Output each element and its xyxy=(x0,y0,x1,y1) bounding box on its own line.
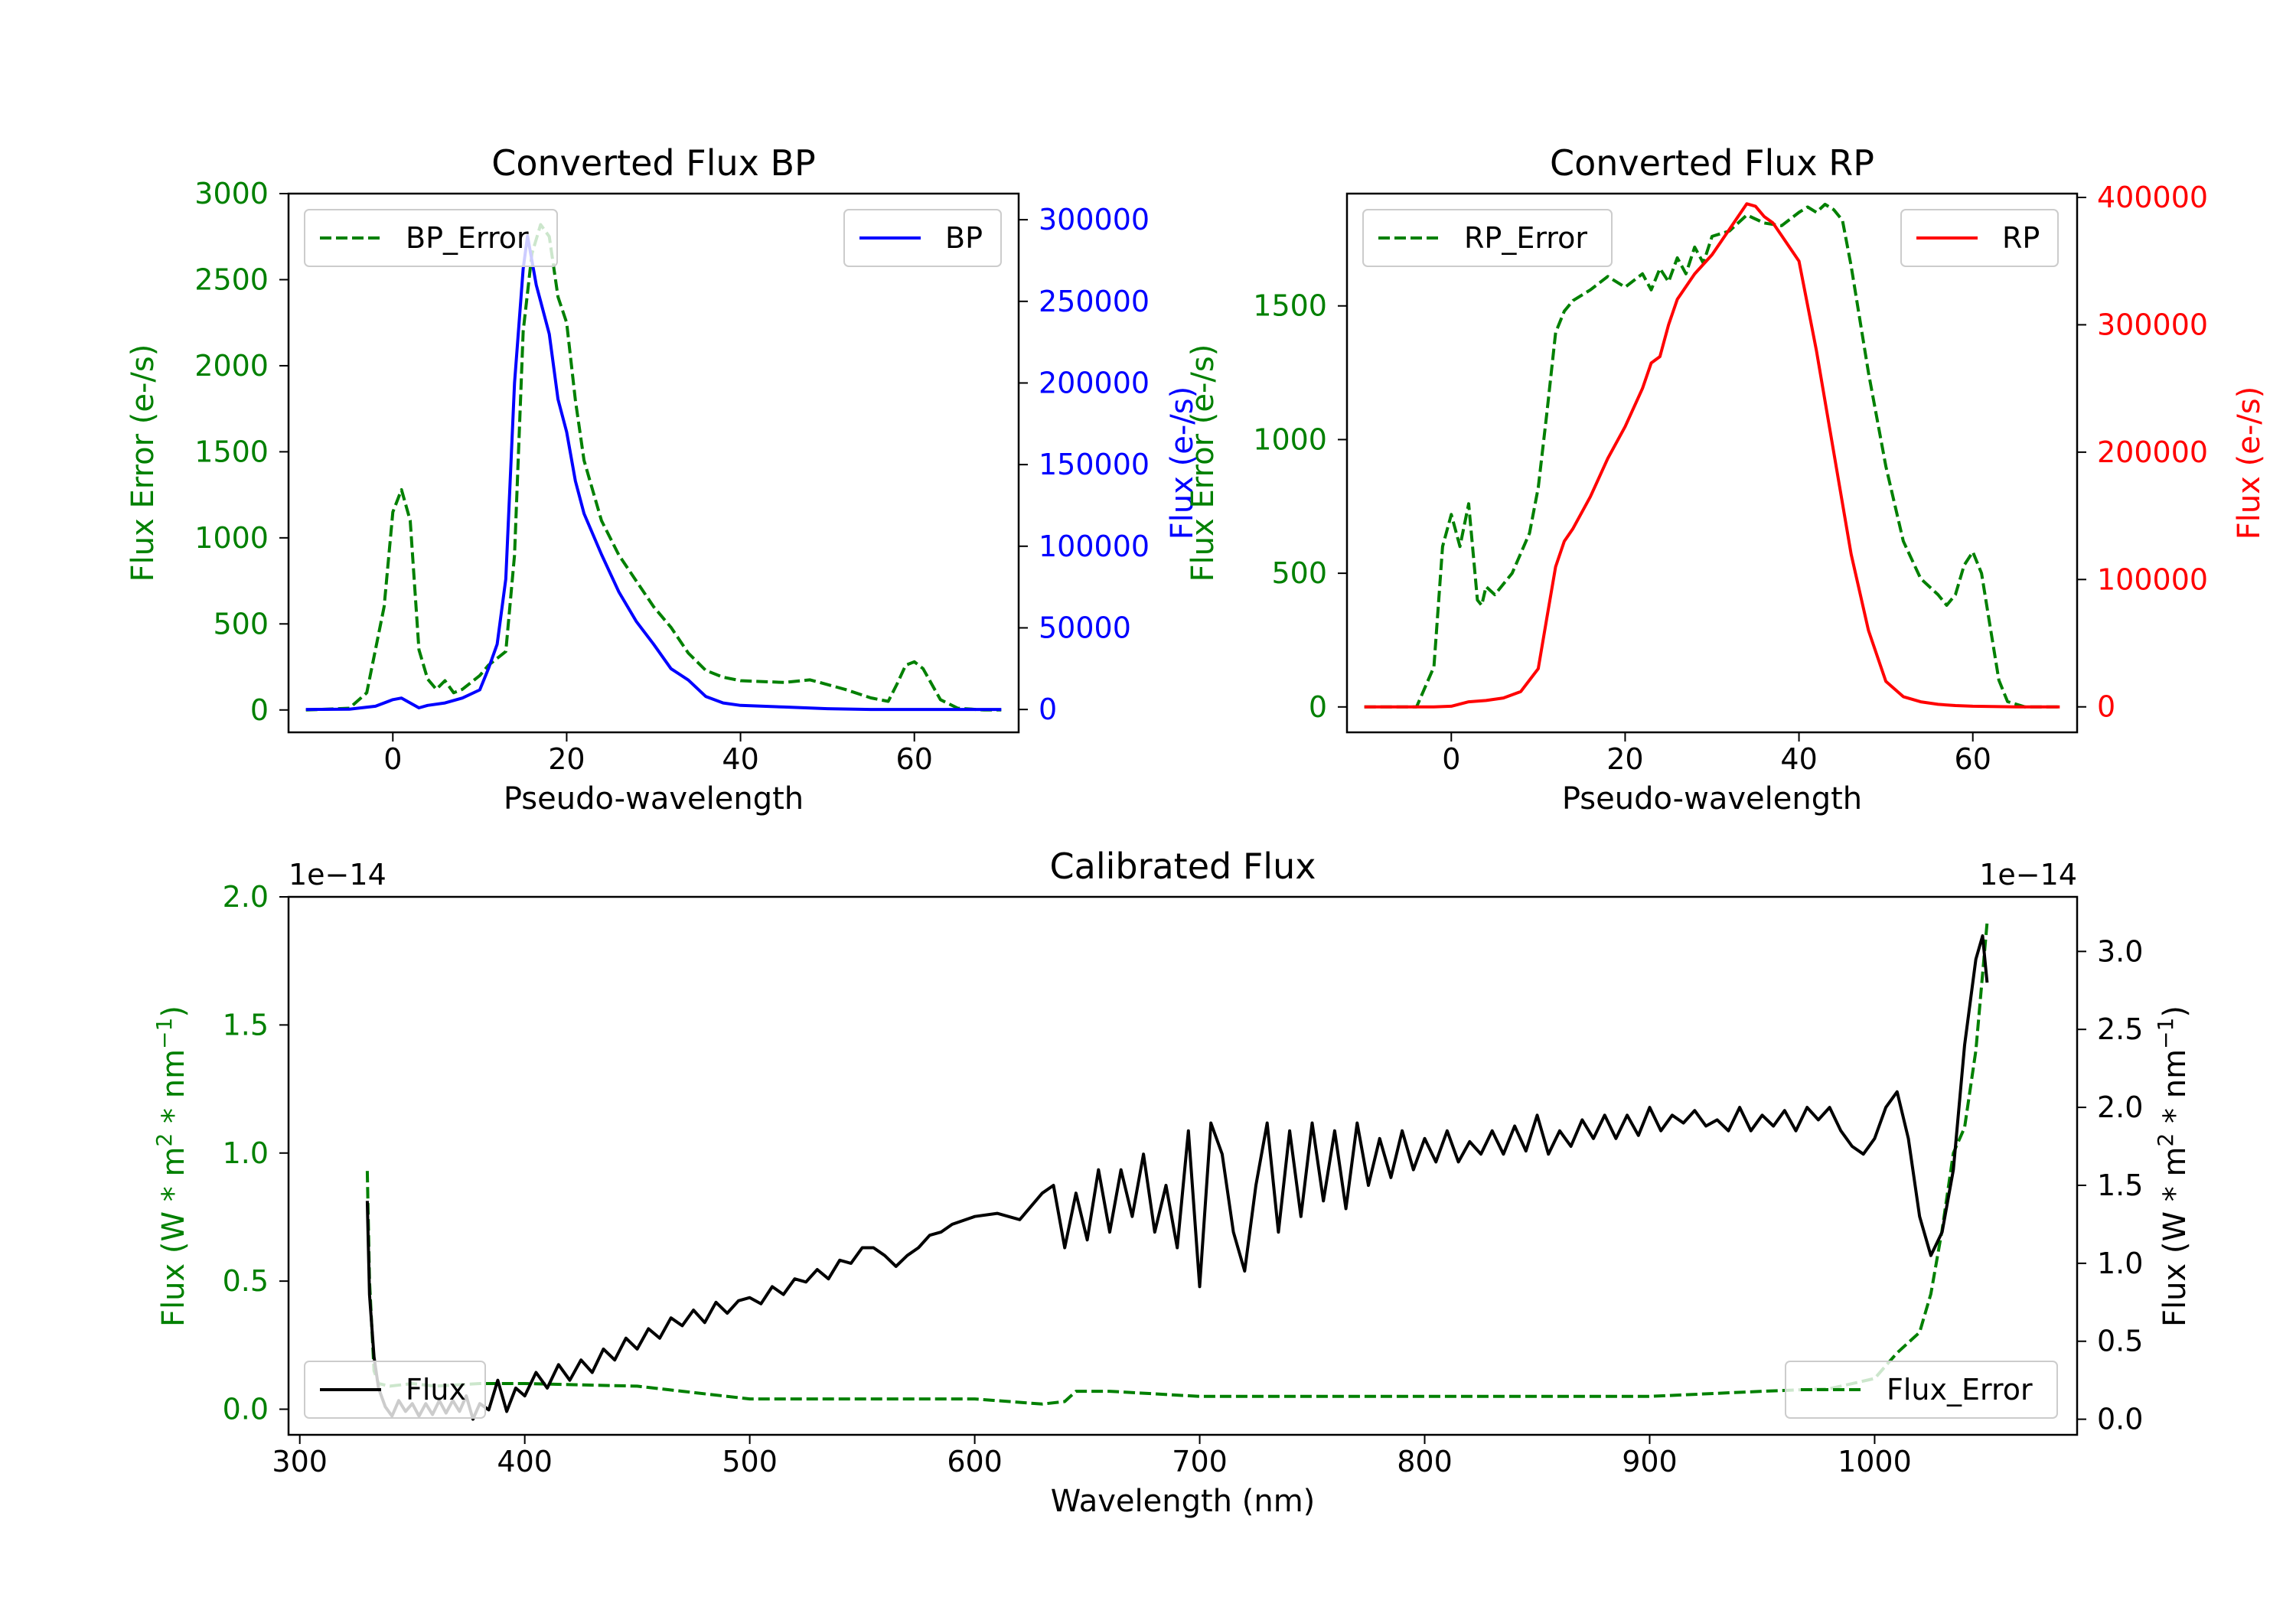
x-axis-label: Pseudo-wavelength xyxy=(504,781,804,817)
y-tick-label-left: 2000 xyxy=(194,349,269,383)
chart-title: Calibrated Flux xyxy=(1050,846,1316,887)
legend-box xyxy=(843,209,1002,267)
legend-right: Flux_Error xyxy=(1785,1361,2058,1419)
y-tick-label-left: 3000 xyxy=(194,177,269,210)
x-tick-label: 40 xyxy=(722,742,758,776)
chart-cal: 300 400 500 600 700 800 900 1000 0.0 0.5 1.0 1.5 2.0… xyxy=(152,846,2193,1519)
series-line-flux-error xyxy=(365,922,1989,1406)
legend-left: Flux xyxy=(304,1361,486,1419)
y-tick-label-right: 1.0 xyxy=(2097,1247,2143,1280)
x-tick-label: 20 xyxy=(1606,742,1643,776)
plot-area xyxy=(305,223,1002,712)
y-tick-label-right: 3.0 xyxy=(2097,934,2143,968)
y-tick-label-right: 1.5 xyxy=(2097,1169,2143,1202)
plot-frame xyxy=(1345,192,2079,734)
x-tick-label: 600 xyxy=(947,1445,1003,1478)
y-tick-label-right: 250000 xyxy=(1039,285,1150,318)
series-line-rp-error xyxy=(1364,203,2060,709)
y-tick-label-right: 0.5 xyxy=(2097,1325,2143,1358)
chart-rp: 0 20 40 60 0 500 1000 1500 0 100000 200000 300000 40… xyxy=(1186,142,2267,817)
legend-right: BP xyxy=(843,209,1002,267)
y-tick-label-left: 0.5 xyxy=(223,1264,269,1298)
series-line-flux xyxy=(365,934,1989,1421)
y-axis-label-left: Flux (W * m2 * nm−1) xyxy=(152,1006,192,1327)
x-axis-label: Wavelength (nm) xyxy=(1051,1484,1316,1519)
legend-right: RP xyxy=(1900,209,2059,267)
legend-box xyxy=(1785,1361,2058,1419)
x-tick-label: 60 xyxy=(1955,742,1991,776)
x-tick-label: 800 xyxy=(1397,1445,1453,1478)
y-tick-label-right: 100000 xyxy=(1039,530,1150,563)
y-tick-label-left: 1500 xyxy=(194,435,269,468)
x-tick-label: 40 xyxy=(1780,742,1817,776)
chart-bp: 0 20 40 60 0 500 1000 1500 2000 2500 3000 0 50000 100… xyxy=(126,142,1200,817)
legend-box xyxy=(304,209,558,267)
x-tick-label: 900 xyxy=(1622,1445,1678,1478)
legend-box xyxy=(1900,209,2059,267)
y-tick-label-right: 200000 xyxy=(2097,435,2208,469)
y-tick-label-left: 0 xyxy=(250,693,269,727)
y-tick-label-left: 1000 xyxy=(1253,422,1327,456)
x-tick-label: 700 xyxy=(1172,1445,1228,1478)
x-tick-label: 20 xyxy=(548,742,585,776)
series-line-bp-error xyxy=(305,223,1002,712)
x-tick-label: 60 xyxy=(896,742,933,776)
x-tick-label: 0 xyxy=(383,742,402,776)
y-tick-label-left: 1.5 xyxy=(223,1008,269,1041)
y-tick-label-right: 0 xyxy=(1039,693,1057,726)
y-axis-label-left: Flux Error (e-/s) xyxy=(126,344,161,582)
x-tick-label: 1000 xyxy=(1838,1445,1912,1478)
plot-area xyxy=(1364,202,2060,709)
legend-label: RP_Error xyxy=(1464,221,1587,255)
offset-label-right: 1e−14 xyxy=(1979,858,2077,892)
offset-label-left: 1e−14 xyxy=(289,858,386,892)
x-tick-label: 300 xyxy=(272,1445,328,1478)
y-axis-label-right: Flux (e-/s) xyxy=(2232,386,2267,539)
legend-box xyxy=(1362,209,1613,267)
y-axis-label-right: Flux (W * m2 * nm−1) xyxy=(2153,1006,2193,1327)
legend-label: RP xyxy=(2002,221,2040,255)
y-tick-label-left: 1500 xyxy=(1253,289,1327,323)
legend-label: BP_Error xyxy=(406,221,529,255)
y-tick-label-right: 300000 xyxy=(2097,308,2208,341)
y-tick-label-right: 200000 xyxy=(1039,366,1150,399)
series-line-bp xyxy=(305,234,1002,712)
x-tick-label: 500 xyxy=(722,1445,778,1478)
y-tick-label-left: 2.0 xyxy=(223,880,269,914)
y-tick-label-left: 500 xyxy=(1271,556,1327,590)
y-tick-label-right: 400000 xyxy=(2097,181,2208,214)
y-tick-label-left: 0.0 xyxy=(223,1393,269,1426)
x-axis-label: Pseudo-wavelength xyxy=(1562,781,1862,817)
y-tick-label-left: 1.0 xyxy=(223,1136,269,1170)
y-tick-label-right: 0.0 xyxy=(2097,1403,2143,1436)
y-tick-label-right: 50000 xyxy=(1039,611,1131,644)
x-tick-label: 400 xyxy=(497,1445,553,1478)
plot-frame xyxy=(287,895,2079,1436)
x-tick-label: 0 xyxy=(1442,742,1460,776)
y-tick-label-left: 1000 xyxy=(194,521,269,555)
y-tick-label-left: 0 xyxy=(1309,690,1327,724)
plot-area xyxy=(365,922,1989,1421)
y-tick-label-right: 2.0 xyxy=(2097,1090,2143,1124)
legend-label: Flux_Error xyxy=(1887,1373,2033,1407)
chart-title: Converted Flux BP xyxy=(491,142,816,184)
legend-label: Flux xyxy=(406,1373,466,1407)
legend-box xyxy=(304,1361,486,1419)
y-tick-label-left: 2500 xyxy=(194,262,269,296)
y-axis-label-left: Flux Error (e-/s) xyxy=(1186,344,1221,582)
legend-left: RP_Error xyxy=(1362,209,1613,267)
y-tick-label-right: 0 xyxy=(2097,690,2115,724)
y-tick-label-right: 300000 xyxy=(1039,203,1150,236)
plot-frame xyxy=(287,192,1020,734)
y-tick-label-right: 2.5 xyxy=(2097,1012,2143,1046)
y-tick-label-left: 500 xyxy=(213,607,269,641)
y-tick-label-right: 100000 xyxy=(2097,562,2208,596)
series-line-rp xyxy=(1364,202,2060,709)
chart-title: Converted Flux RP xyxy=(1550,142,1874,184)
legend-left: BP_Error xyxy=(304,209,558,267)
y-tick-label-right: 150000 xyxy=(1039,448,1150,481)
y-axis-label-right: Flux (e-/s) xyxy=(1165,386,1200,539)
legend-label: BP xyxy=(945,221,983,255)
